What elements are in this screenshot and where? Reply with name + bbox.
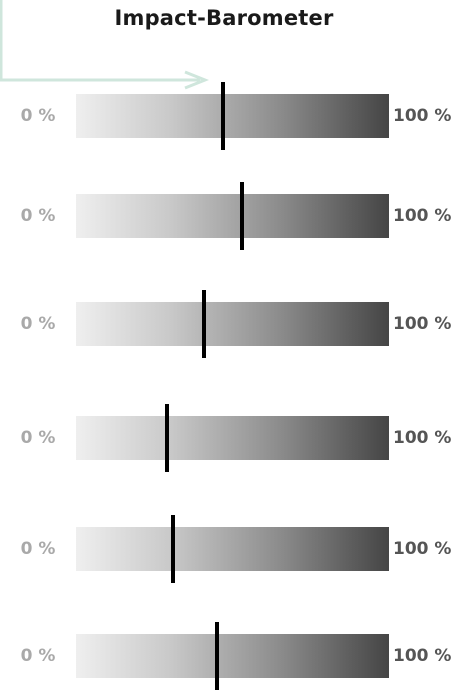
barometer-marker xyxy=(164,404,169,472)
barometer-marker xyxy=(214,622,219,690)
page-title: Impact-Barometer xyxy=(114,6,334,30)
barometer-marker xyxy=(221,82,226,150)
barometer-bar xyxy=(76,634,389,678)
max-label: 100 % xyxy=(393,106,452,126)
min-label: 0 % xyxy=(20,314,56,334)
barometer-bar xyxy=(76,94,389,138)
min-label: 0 % xyxy=(20,206,56,226)
barometer-marker xyxy=(239,182,244,250)
connector-arrow xyxy=(0,0,210,90)
min-label: 0 % xyxy=(20,428,56,448)
barometer-marker xyxy=(171,515,176,583)
min-label: 0 % xyxy=(20,539,56,559)
barometer-marker xyxy=(202,290,207,358)
max-label: 100 % xyxy=(393,206,452,226)
barometer-bar xyxy=(76,302,389,346)
min-label: 0 % xyxy=(20,646,56,666)
barometer-bar xyxy=(76,194,389,238)
min-label: 0 % xyxy=(20,106,56,126)
max-label: 100 % xyxy=(393,314,452,334)
barometer-bar xyxy=(76,416,389,460)
max-label: 100 % xyxy=(393,646,452,666)
max-label: 100 % xyxy=(393,539,452,559)
max-label: 100 % xyxy=(393,428,452,448)
barometer-bar xyxy=(76,527,389,571)
